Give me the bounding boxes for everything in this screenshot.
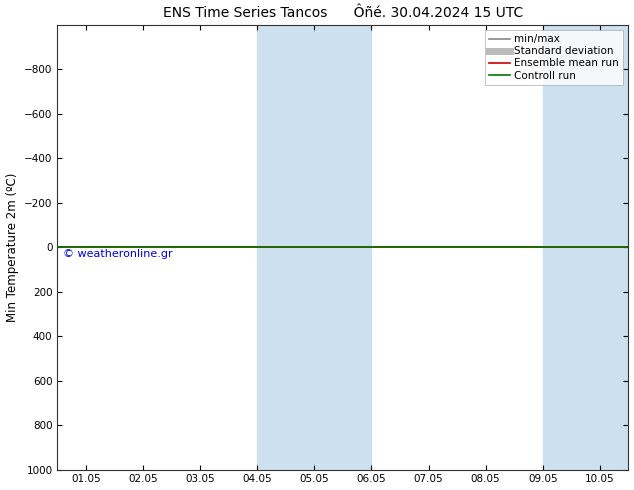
Bar [257,25,372,469]
Legend: min/max, Standard deviation, Ensemble mean run, Controll run: min/max, Standard deviation, Ensemble me… [485,30,623,85]
Bar [543,25,628,469]
Title: ENS Time Series Tancos      Ôñé. 30.04.2024 15 UTC: ENS Time Series Tancos Ôñé. 30.04.2024 1… [163,5,523,20]
Y-axis label: Min Temperature 2m (ºC): Min Temperature 2m (ºC) [6,172,18,322]
Text: © weatheronline.gr: © weatheronline.gr [63,249,172,260]
